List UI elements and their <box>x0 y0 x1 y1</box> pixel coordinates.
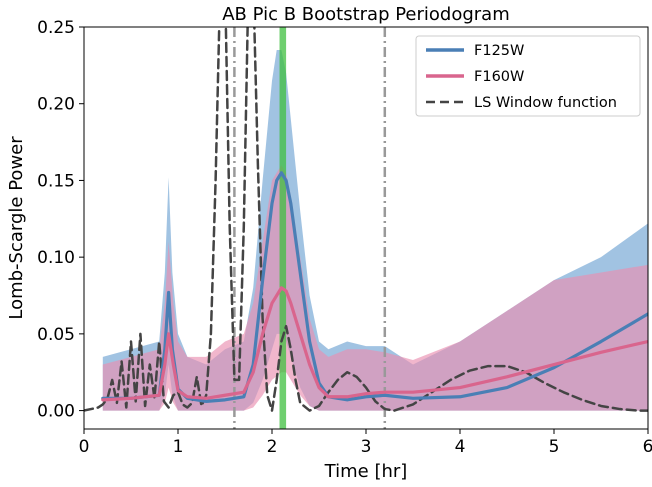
y-axis-label: Lomb-Scargle Power <box>6 136 27 320</box>
x-tick-label: 5 <box>549 437 560 457</box>
band-f160w <box>102 165 648 411</box>
x-axis-label: Time [hr] <box>324 461 408 482</box>
x-tick-label: 1 <box>173 437 184 457</box>
plot-area <box>84 27 648 429</box>
axes: 0 1 2 3 4 5 6 0.00 0.05 0.10 0.15 0.20 0.25 <box>37 18 652 457</box>
legend-label-f160w: F160W <box>474 69 524 85</box>
x-tick-label: 3 <box>361 437 372 457</box>
legend-label-f125w: F125W <box>474 43 524 59</box>
y-tick-label: 0.10 <box>37 248 75 268</box>
x-tick-label: 0 <box>79 437 90 457</box>
x-tick-label: 6 <box>643 437 652 457</box>
series-line-ls-window-function <box>84 27 648 412</box>
chart-title: AB Pic B Bootstrap Periodogram <box>222 4 510 25</box>
y-tick-label: 0.25 <box>37 18 75 38</box>
series-line-f160w <box>101 286 648 402</box>
x-tick-label: 2 <box>267 437 278 457</box>
y-tick-label: 0.00 <box>37 402 75 422</box>
highlight-span-1 <box>279 27 287 429</box>
y-tick-label: 0.05 <box>37 325 75 345</box>
y-tick-label: 0.20 <box>37 95 75 115</box>
legend-label-ls-window-function: LS Window function <box>474 95 617 111</box>
legend-box <box>415 35 641 117</box>
legend: F125W F160W LS Window function <box>415 35 641 117</box>
y-tick-label: 0.15 <box>37 171 75 191</box>
x-tick-label: 4 <box>455 437 466 457</box>
